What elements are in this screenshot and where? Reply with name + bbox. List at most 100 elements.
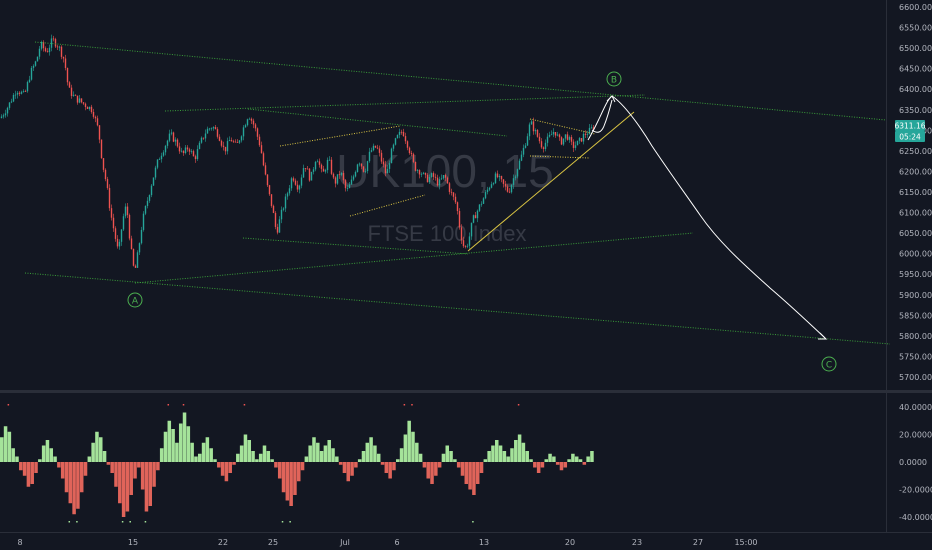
candle-body <box>76 95 79 103</box>
candle-body <box>302 168 305 178</box>
oscillator-tick-label: 0.0000 <box>899 458 927 467</box>
osc-dot <box>281 521 284 523</box>
wave-label-c: C <box>821 356 837 372</box>
candle-body <box>426 174 429 183</box>
oscillator-bar <box>559 462 564 471</box>
candle-body <box>110 208 113 218</box>
osc-dot <box>76 521 78 523</box>
mid-upper-line <box>164 94 646 112</box>
candle-body <box>92 111 95 117</box>
oscillator-bar <box>533 462 537 468</box>
candle-body <box>26 82 29 92</box>
time-axis[interactable]: 8 15 22 25 Jul 6 13 20 23 27 15:00 <box>17 538 757 547</box>
candle-body <box>200 137 203 143</box>
candle-body <box>14 94 17 96</box>
candle-body <box>86 106 89 110</box>
candle-body <box>290 178 293 189</box>
price-tick-label: 5900.00 <box>899 291 932 300</box>
candle-body <box>384 164 387 174</box>
candle-body <box>154 167 157 178</box>
oscillator-bar <box>468 462 472 490</box>
candle-body <box>380 152 383 162</box>
oscillator-bar <box>430 462 434 484</box>
oscillator-axis[interactable]: 40.0000 20.0000 0.0000 -20.0000 -40.0000 <box>899 403 932 522</box>
candle-body <box>408 147 411 154</box>
projection-arrowhead <box>818 332 828 340</box>
candle-body <box>516 169 519 177</box>
candle-body <box>480 203 483 205</box>
candle-body <box>470 222 473 237</box>
candle-body <box>574 145 577 148</box>
candle-body <box>268 185 271 195</box>
candle-body <box>548 134 551 137</box>
projection-path <box>587 95 826 339</box>
candle-body <box>238 140 241 143</box>
candle-body <box>542 147 545 149</box>
oscillator-bar <box>266 451 271 462</box>
candle-body <box>502 179 505 184</box>
candle-body <box>448 183 451 192</box>
current-price-label: 6311.16 <box>894 120 926 131</box>
oscillator-bar <box>456 462 461 468</box>
oscillator-tick-label: -40.0000 <box>899 513 932 522</box>
candle-body <box>84 103 87 107</box>
candle-body <box>482 198 485 204</box>
candle-body <box>576 140 579 146</box>
candle-body <box>118 241 121 247</box>
oscillator-bar <box>213 459 217 462</box>
candle-body <box>404 136 407 142</box>
candle-body <box>222 145 225 147</box>
candle-body <box>114 228 117 239</box>
candle-body <box>452 192 455 197</box>
oscillator-bar <box>247 440 252 462</box>
candle-body <box>2 115 5 117</box>
oscillator-bar <box>201 442 206 462</box>
candle-body <box>146 200 149 207</box>
price-tick-label: 6050.00 <box>899 229 932 238</box>
candle-body <box>224 146 227 152</box>
oscillator-bar <box>567 459 571 462</box>
candle-body <box>370 150 373 152</box>
oscillator-bar <box>464 462 469 484</box>
oscillator-bar <box>87 456 92 462</box>
time-tick-label: 15:00 <box>734 538 757 547</box>
candle-body <box>228 140 231 142</box>
oscillator-bar <box>7 431 12 462</box>
candle-body <box>348 184 351 189</box>
oscillator-bar <box>506 456 510 462</box>
candle-body <box>410 153 413 155</box>
osc-dot <box>144 521 147 523</box>
oscillator-bar <box>243 434 248 462</box>
candle-body <box>230 140 233 142</box>
oscillator-bar <box>198 453 202 462</box>
candle-body <box>138 243 141 253</box>
candle-body <box>554 132 557 136</box>
oscillator-bar <box>331 448 335 462</box>
candle-body <box>322 168 325 172</box>
price-axis[interactable]: 6600.00 6550.00 6500.00 6450.00 6400.00 6350.… <box>899 3 932 382</box>
candle-body <box>412 154 415 162</box>
candle-body <box>194 156 197 160</box>
candle-body <box>220 140 223 146</box>
oscillator-bar <box>194 456 198 462</box>
oscillator-bar <box>140 462 145 490</box>
candle-body <box>458 211 461 228</box>
candle-body <box>126 206 129 216</box>
oscillator-bar <box>475 462 480 484</box>
candle-body <box>400 131 403 133</box>
candle-body <box>132 249 135 266</box>
candle-body <box>570 137 573 142</box>
time-tick-label: 27 <box>693 538 703 547</box>
candle-body <box>392 144 395 149</box>
oscillator-bar <box>239 445 244 462</box>
candle-body <box>416 170 419 171</box>
candle-body <box>346 188 349 189</box>
oscillator-bar <box>376 453 381 462</box>
triangle-top-line <box>279 125 401 147</box>
candle-body <box>292 178 295 181</box>
candle-body <box>436 177 439 186</box>
candle-body <box>190 151 193 152</box>
candle-body <box>66 67 69 83</box>
osc-dot <box>411 404 413 406</box>
